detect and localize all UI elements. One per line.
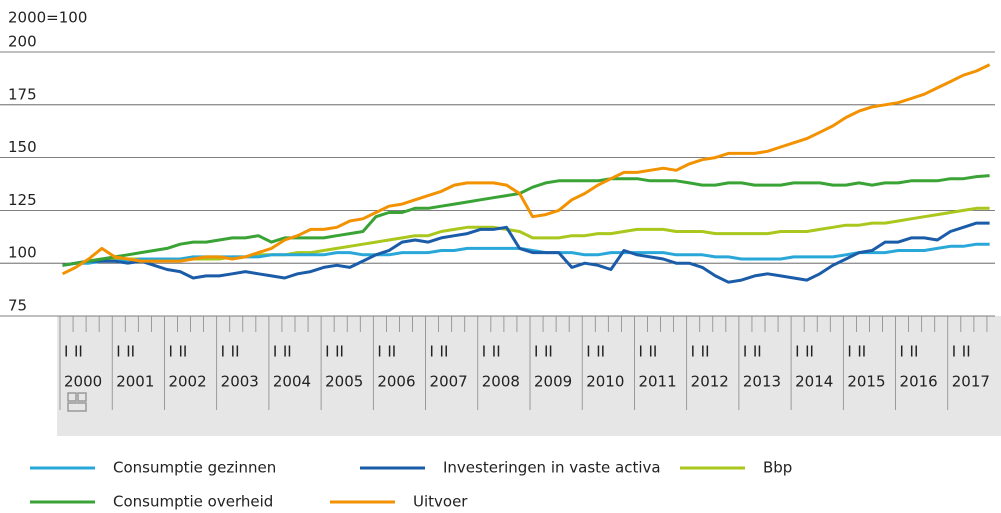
quarter-label: II: [178, 343, 187, 361]
logo: [67, 392, 87, 412]
x-tick-label: 2017: [952, 373, 990, 391]
x-tick-label: 2001: [116, 373, 154, 391]
x-tick-label: 2000: [64, 373, 102, 391]
quarter-label: II: [648, 343, 657, 361]
legend-label: Uitvoer: [413, 493, 468, 511]
y-tick-label: 125: [8, 191, 37, 209]
quarter-label: II: [335, 343, 344, 361]
series-line: [62, 206, 990, 267]
legend-label: Investeringen in vaste activa: [443, 459, 661, 477]
series-line: [62, 221, 990, 284]
y-tick-label: 200: [8, 33, 37, 51]
x-tick-label: 2015: [847, 373, 885, 391]
quarter-label: II: [283, 343, 292, 361]
quarter-label: I: [743, 343, 747, 361]
quarter-label: I: [952, 343, 956, 361]
quarter-label: I: [795, 343, 799, 361]
y-tick-label: 175: [8, 85, 37, 103]
x-tick-label: 2009: [534, 373, 572, 391]
x-tick-label: 2010: [586, 373, 624, 391]
legend-label: Consumptie overheid: [113, 493, 273, 511]
legend-label: Bbp: [763, 459, 792, 477]
quarter-label: I: [377, 343, 381, 361]
quarter-label: II: [753, 343, 762, 361]
quarter-label: II: [596, 343, 605, 361]
x-tick-label: 2006: [377, 373, 415, 391]
x-tick-label: 2011: [638, 373, 676, 391]
legend-label: Consumptie gezinnen: [113, 459, 276, 477]
x-tick-label: 2014: [795, 373, 833, 391]
quarter-label: I: [168, 343, 172, 361]
quarter-label: I: [847, 343, 851, 361]
quarter-label: I: [534, 343, 538, 361]
quarter-label: II: [126, 343, 135, 361]
x-tick-label: 2012: [691, 373, 729, 391]
series-line: [62, 242, 990, 267]
x-tick-label: 2007: [430, 373, 468, 391]
x-tick-label: 2002: [168, 373, 206, 391]
quarter-label: I: [116, 343, 120, 361]
quarter-label: II: [701, 343, 710, 361]
y-tick-label: 150: [8, 138, 37, 156]
quarter-label: II: [440, 343, 449, 361]
x-tick-label: 2003: [221, 373, 259, 391]
quarter-label: II: [74, 343, 83, 361]
quarter-label: I: [273, 343, 277, 361]
quarter-label: II: [910, 343, 919, 361]
x-tick-label: 2005: [325, 373, 363, 391]
series-line: [62, 174, 990, 267]
x-tick-label: 2016: [900, 373, 938, 391]
quarter-label: I: [691, 343, 695, 361]
quarter-label: I: [430, 343, 434, 361]
x-tick-label: 2004: [273, 373, 311, 391]
quarter-label: I: [482, 343, 486, 361]
series-line: [61, 63, 991, 276]
quarter-label: I: [586, 343, 590, 361]
quarter-label: II: [231, 343, 240, 361]
quarter-label: II: [962, 343, 971, 361]
quarter-label: I: [64, 343, 68, 361]
x-tick-label: 2008: [482, 373, 520, 391]
x-tick-label: 2013: [743, 373, 781, 391]
quarter-label: II: [805, 343, 814, 361]
y-tick-label: 75: [8, 297, 27, 315]
quarter-label: I: [638, 343, 642, 361]
quarter-label: II: [857, 343, 866, 361]
axis-title: 2000=100: [8, 9, 87, 27]
quarter-label: II: [387, 343, 396, 361]
quarter-label: II: [544, 343, 553, 361]
y-tick-label: 100: [8, 244, 37, 262]
quarter-label: I: [900, 343, 904, 361]
quarter-label: I: [325, 343, 329, 361]
quarter-label: II: [492, 343, 501, 361]
quarter-label: I: [221, 343, 225, 361]
